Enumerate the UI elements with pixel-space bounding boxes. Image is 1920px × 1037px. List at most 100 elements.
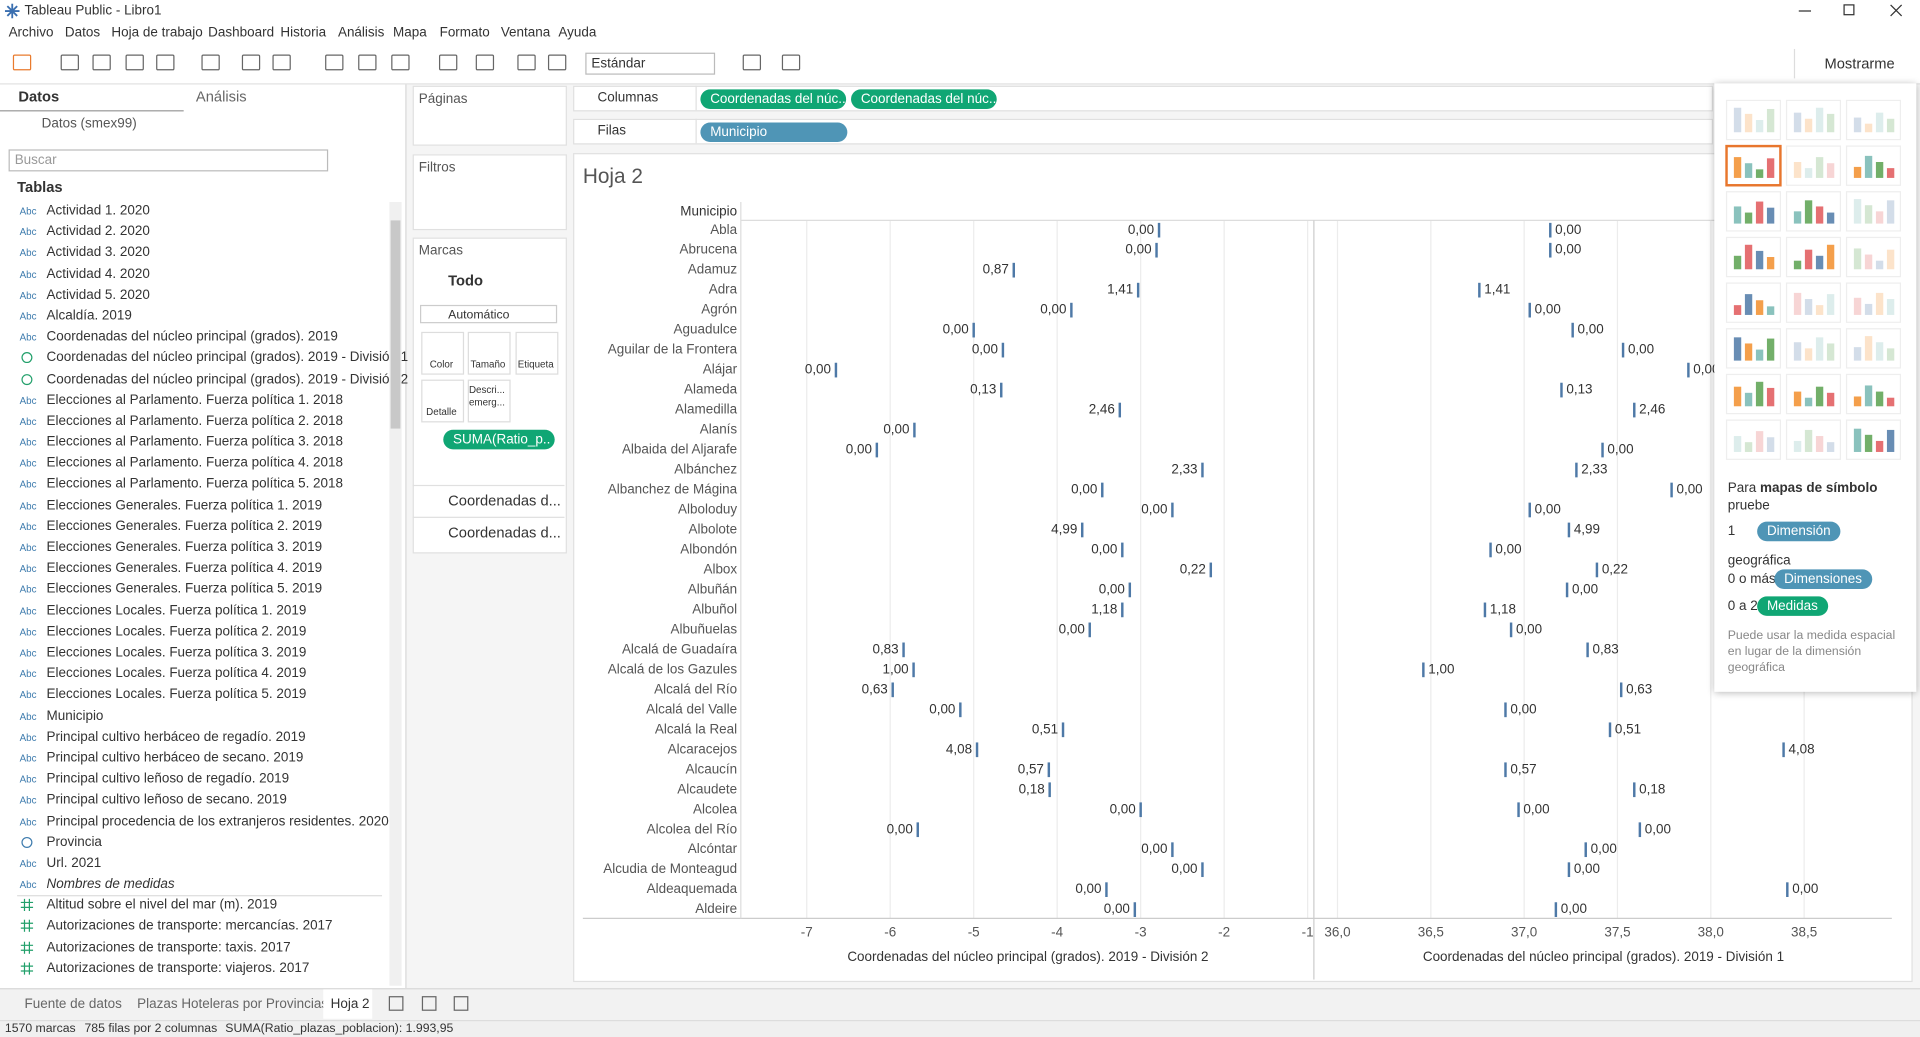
field[interactable]: Provincia xyxy=(46,834,102,850)
field[interactable]: Elecciones Generales. Fuerza política 3.… xyxy=(46,540,323,555)
toolbar-button[interactable] xyxy=(60,54,79,71)
menu-item[interactable]: Mapa xyxy=(393,25,427,41)
field[interactable]: Alcaldía. 2019 xyxy=(46,308,132,324)
field[interactable]: Autorizaciones de transporte: mercancías… xyxy=(46,918,333,934)
field[interactable]: Coordenadas del núcleo principal (grados… xyxy=(46,350,409,366)
chart-type[interactable] xyxy=(1845,282,1902,323)
menu-item[interactable]: Ventana xyxy=(500,25,551,41)
toolbar-button[interactable] xyxy=(125,54,144,71)
field[interactable]: Elecciones Locales. Fuerza política 4. 2… xyxy=(46,666,307,682)
search-box[interactable]: Buscar xyxy=(8,149,329,172)
sheet-tab[interactable]: Fuente de datos xyxy=(24,996,122,1012)
mark-button[interactable] xyxy=(421,379,465,423)
chart-type[interactable] xyxy=(1845,191,1902,232)
menu-item[interactable]: Datos xyxy=(64,25,101,41)
mark-button[interactable] xyxy=(515,331,559,375)
chart-type[interactable] xyxy=(1725,419,1782,460)
field[interactable]: Nombres de medidas xyxy=(46,876,175,892)
toolbar-button[interactable] xyxy=(475,54,495,71)
marks-all[interactable]: Todo xyxy=(448,271,483,289)
toolbar-button[interactable] xyxy=(92,54,111,71)
mark-button[interactable] xyxy=(421,331,465,375)
field[interactable]: Actividad 4. 2020 xyxy=(46,266,150,282)
toolbar-button[interactable] xyxy=(358,54,377,71)
field[interactable]: Actividad 3. 2020 xyxy=(46,245,150,261)
toolbar-button[interactable] xyxy=(391,54,410,71)
field[interactable]: Elecciones al Parlamento. Fuerza polític… xyxy=(46,434,344,450)
field[interactable]: Principal cultivo leñoso de secano. 2019 xyxy=(46,792,287,808)
pane-tab[interactable]: Datos xyxy=(18,88,60,106)
field[interactable]: Principal cultivo herbáceo de secano. 20… xyxy=(46,750,304,766)
chart-type[interactable] xyxy=(1845,373,1902,415)
chart-type[interactable] xyxy=(1845,145,1902,186)
menu-item[interactable]: Historia xyxy=(280,25,327,41)
shelf-pill[interactable]: Municipio xyxy=(700,122,848,143)
field[interactable]: Elecciones Locales. Fuerza política 5. 2… xyxy=(46,687,307,703)
field[interactable]: Elecciones al Parlamento. Fuerza polític… xyxy=(46,476,344,492)
toolbar-button[interactable] xyxy=(241,54,261,71)
chart-type[interactable] xyxy=(1785,328,1842,369)
sheet-tab[interactable]: Plazas Hoteleras por Provincias xyxy=(137,996,329,1012)
field[interactable]: Url. 2021 xyxy=(46,855,102,871)
toolbar-button[interactable] xyxy=(201,54,220,71)
chart-type[interactable] xyxy=(1785,99,1842,141)
field[interactable]: Actividad 2. 2020 xyxy=(46,224,150,240)
pane-tab[interactable]: Análisis xyxy=(195,88,247,106)
field[interactable]: Elecciones Generales. Fuerza política 2.… xyxy=(46,518,323,534)
fit-dropdown[interactable]: Estándar xyxy=(585,52,716,75)
toolbar-button[interactable] xyxy=(325,54,344,71)
field[interactable]: Actividad 5. 2020 xyxy=(46,287,150,303)
menu-item[interactable]: Análisis xyxy=(337,25,385,41)
field[interactable]: Elecciones Generales. Fuerza política 4.… xyxy=(46,561,323,576)
field[interactable]: Actividad 1. 2020 xyxy=(46,203,150,218)
new-sheet[interactable] xyxy=(453,996,469,1011)
chart-type[interactable] xyxy=(1845,236,1902,278)
marks-card[interactable]: Coordenadas d... xyxy=(448,492,561,510)
field[interactable]: Elecciones Locales. Fuerza política 3. 2… xyxy=(46,645,307,660)
toolbar-button[interactable] xyxy=(517,54,536,71)
field[interactable]: Elecciones al Parlamento. Fuerza polític… xyxy=(46,413,344,429)
close[interactable] xyxy=(1890,4,1903,17)
menu-item[interactable]: Formato xyxy=(439,25,490,41)
field[interactable]: Elecciones Locales. Fuerza política 1. 2… xyxy=(46,603,307,618)
toolbar-button[interactable] xyxy=(547,54,567,71)
mark-button[interactable] xyxy=(467,331,511,375)
field[interactable]: Elecciones Generales. Fuerza política 1.… xyxy=(46,497,323,513)
field[interactable]: Elecciones Locales. Fuerza política 2. 2… xyxy=(46,624,307,639)
mark-type[interactable]: Automático xyxy=(420,304,558,324)
field[interactable]: Elecciones al Parlamento. Fuerza polític… xyxy=(46,392,344,408)
toolbar-button[interactable] xyxy=(272,54,291,71)
field[interactable]: Principal procedencia de los extranjeros… xyxy=(46,813,389,829)
field[interactable]: Autorizaciones de transporte: taxis. 201… xyxy=(46,939,291,955)
field[interactable]: Elecciones al Parlamento. Fuerza polític… xyxy=(46,455,344,471)
data-source[interactable]: Datos (smex99) xyxy=(41,116,137,132)
shelf-pill[interactable]: Coordenadas del núc.. xyxy=(700,89,847,109)
shelf-pill[interactable]: Coordenadas del núc.. xyxy=(851,89,997,109)
chart-type[interactable] xyxy=(1725,99,1782,141)
toolbar-button[interactable] xyxy=(438,54,458,71)
field[interactable]: Altitud sobre el nivel del mar (m). 2019 xyxy=(46,897,278,913)
toolbar-button[interactable] xyxy=(156,54,175,71)
menu-item[interactable]: Archivo xyxy=(8,25,54,41)
field[interactable]: Municipio xyxy=(46,708,104,724)
field[interactable]: Principal cultivo herbáceo de regadío. 2… xyxy=(46,729,306,745)
mark-button[interactable] xyxy=(467,379,511,423)
chart-type[interactable] xyxy=(1845,99,1902,141)
chart-type[interactable] xyxy=(1785,282,1842,323)
new-sheet[interactable] xyxy=(388,996,404,1011)
toolbar-button[interactable] xyxy=(12,54,32,71)
toolbar-button[interactable] xyxy=(781,54,801,71)
field[interactable]: Coordenadas del núcleo principal (grados… xyxy=(46,329,338,345)
chart-type[interactable] xyxy=(1785,419,1842,460)
menu-item[interactable]: Dashboard xyxy=(208,25,275,41)
chart-type[interactable] xyxy=(1725,282,1782,323)
chart-type[interactable] xyxy=(1845,328,1902,369)
menu-item[interactable]: Hoja de trabajo xyxy=(111,25,203,41)
chart-type[interactable] xyxy=(1785,145,1842,186)
field[interactable]: Coordenadas del núcleo principal (grados… xyxy=(46,371,409,387)
maximize[interactable] xyxy=(1843,4,1855,16)
toolbar-button[interactable] xyxy=(742,54,762,71)
marks-card[interactable]: Coordenadas d... xyxy=(448,524,561,542)
new-sheet[interactable] xyxy=(421,996,437,1011)
show-me-button[interactable]: Mostrarme xyxy=(1793,48,1904,79)
